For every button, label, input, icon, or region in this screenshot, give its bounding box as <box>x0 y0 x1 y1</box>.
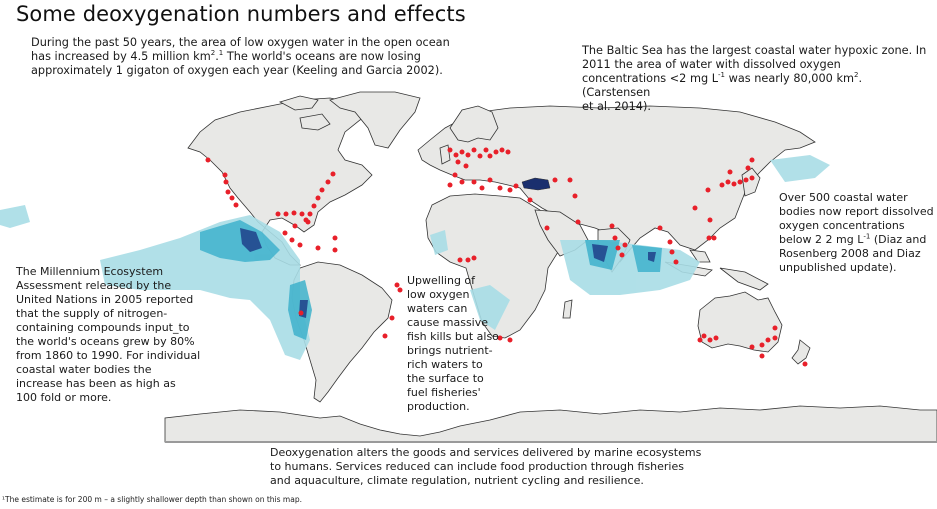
map-bottom-border <box>165 441 937 443</box>
oxygen-minimum-zones-dark <box>240 228 656 318</box>
antarctica <box>164 405 937 443</box>
annotation-millennium: The Millennium Ecosystem Assessment rele… <box>16 265 201 404</box>
annotation-line: During the past 50 years, the area of lo… <box>31 36 450 49</box>
annotation-services: Deoxygenation alters the goods and servi… <box>270 446 702 487</box>
eurasia <box>417 105 816 263</box>
annotation-baltic: The Baltic Sea has the largest coastal w… <box>582 44 927 113</box>
annotation-coastal-500: Over 500 coastal water bodies now report… <box>779 191 934 274</box>
annotation-line: approximately 1 gigaton of oxygen each y… <box>31 64 443 77</box>
page-title: Some deoxygenation numbers and effects <box>16 2 466 26</box>
annotation-open-ocean: During the past 50 years, the area of lo… <box>31 36 471 78</box>
coastal-hypoxia-sites <box>205 147 808 367</box>
black-sea <box>521 177 551 191</box>
annotation-line: has increased by 4.5 million km2.1 The w… <box>31 49 421 63</box>
annotation-upwelling: Upwelling of low oxygen waters can cause… <box>407 274 499 413</box>
greenland <box>329 91 421 149</box>
australia <box>697 291 783 353</box>
africa <box>425 193 567 339</box>
footnote: ¹The estimate is for 200 m – a slightly … <box>2 495 302 504</box>
